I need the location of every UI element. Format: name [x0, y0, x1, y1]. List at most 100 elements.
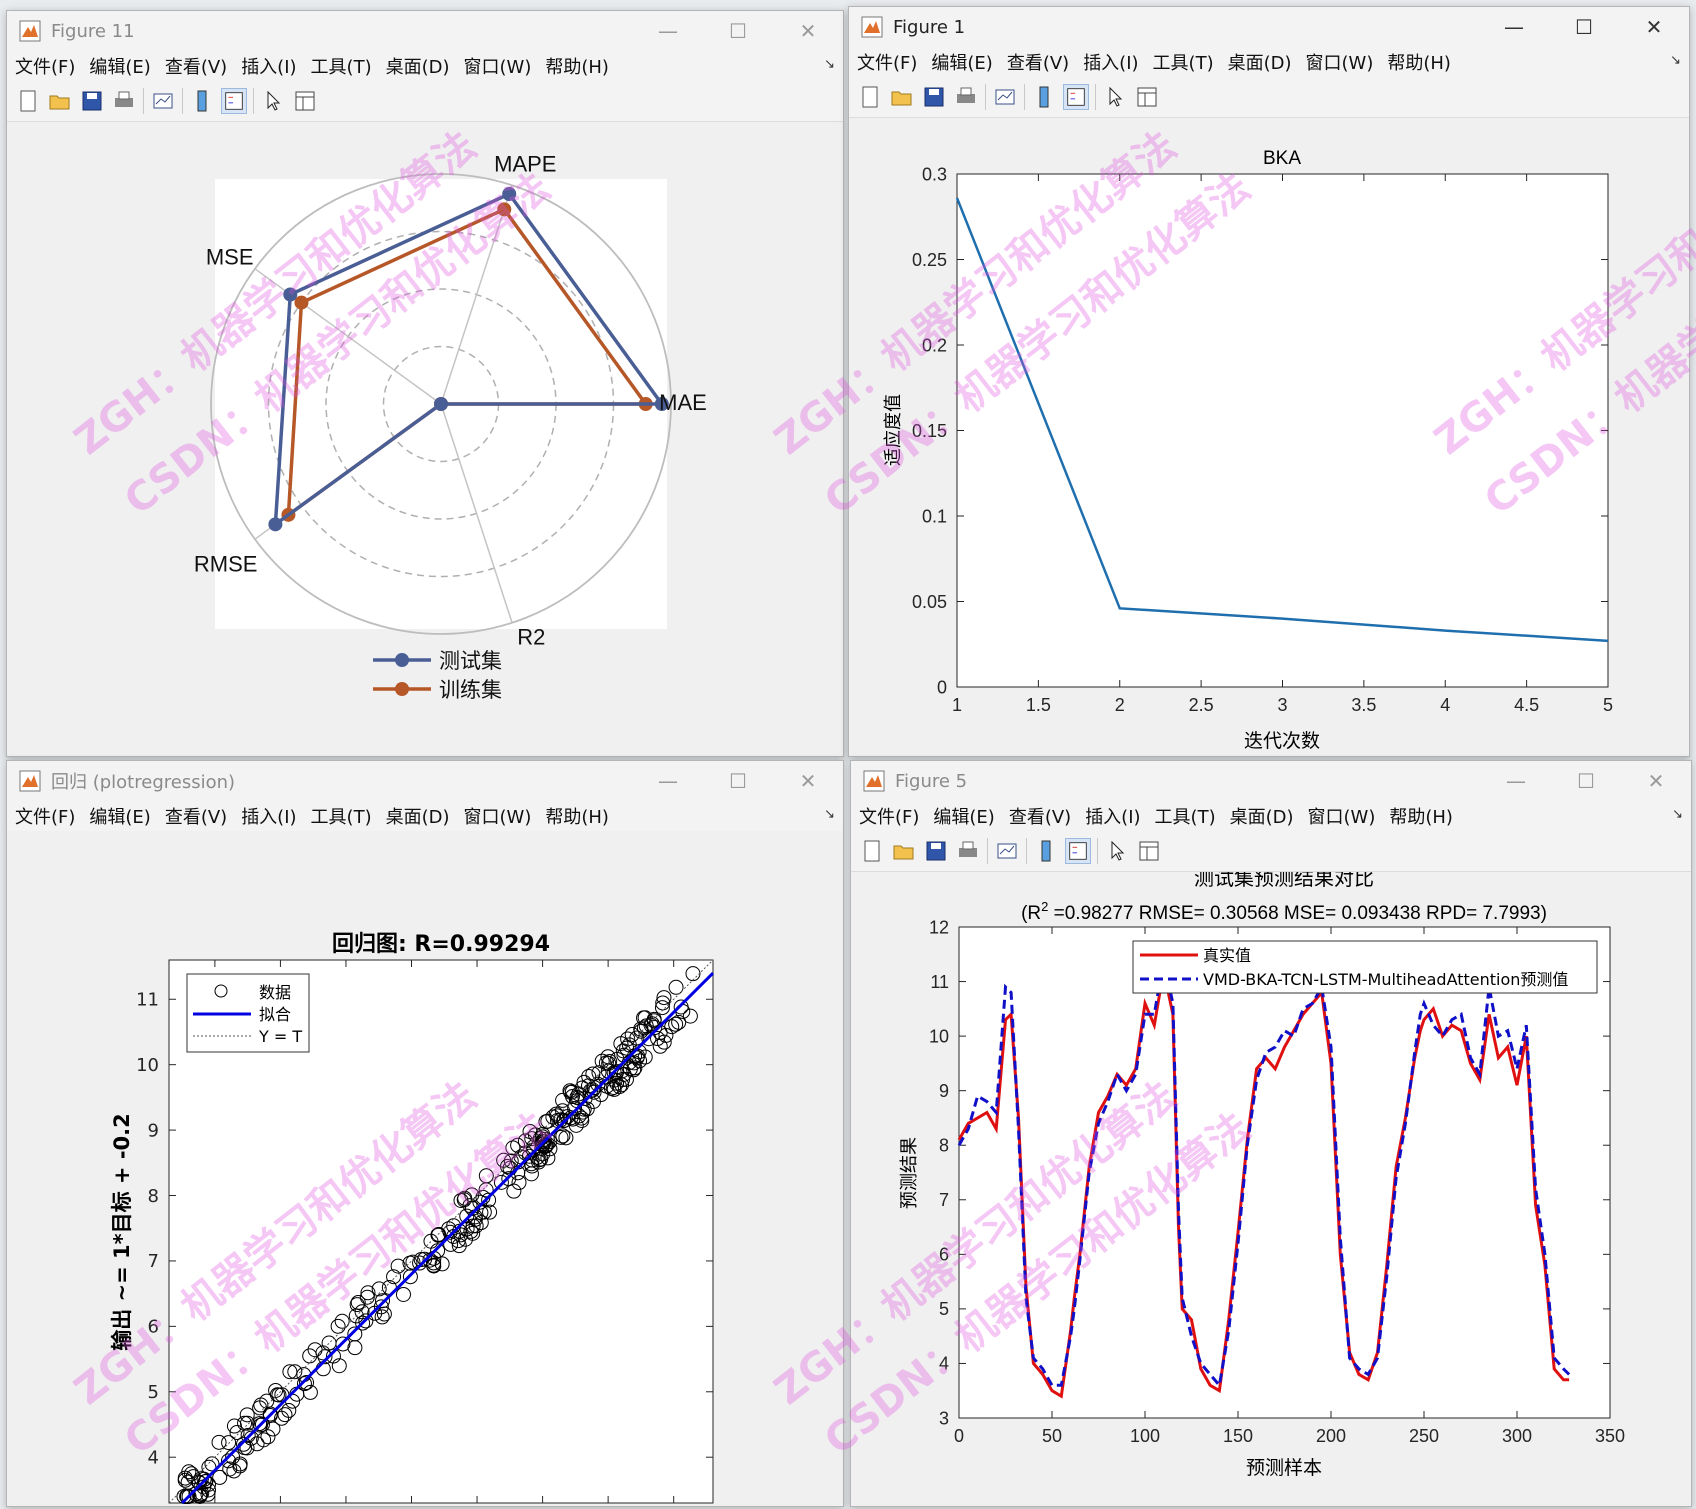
menu-help[interactable]: 帮助(H) — [1387, 53, 1451, 74]
menu-tools[interactable]: 工具(T) — [1152, 53, 1214, 74]
menu-tools[interactable]: 工具(T) — [310, 807, 372, 828]
new-file-icon[interactable] — [857, 84, 883, 110]
minimize-button[interactable]: — — [1506, 769, 1526, 793]
data-point — [176, 1488, 192, 1504]
menu-desktop[interactable]: 桌面(D) — [1229, 807, 1294, 828]
legend: 数据 拟合 Y = T — [186, 973, 310, 1053]
print-icon[interactable] — [955, 838, 981, 864]
menu-desktop[interactable]: 桌面(D) — [1227, 53, 1292, 74]
menu-window[interactable]: 窗口(W) — [1307, 807, 1376, 828]
new-file-icon[interactable] — [859, 838, 885, 864]
close-button[interactable]: ✕ — [799, 19, 817, 43]
title-bar[interactable]: 回归 (plotregression) — ☐ ✕ — [7, 761, 843, 801]
data-point — [567, 1100, 583, 1116]
menu-tools[interactable]: 工具(T) — [1154, 807, 1216, 828]
dock-icon[interactable]: ↘ — [824, 807, 835, 822]
menu-file[interactable]: 文件(F) — [15, 807, 76, 828]
menu-window[interactable]: 窗口(W) — [463, 57, 532, 78]
legend-icon[interactable] — [221, 88, 247, 114]
print-icon[interactable] — [953, 84, 979, 110]
property-inspector-icon[interactable] — [292, 88, 318, 114]
menu-file[interactable]: 文件(F) — [15, 57, 76, 78]
open-folder-icon[interactable] — [47, 88, 73, 114]
menu-edit[interactable]: 编辑(E) — [89, 57, 151, 78]
maximize-button[interactable]: ☐ — [729, 19, 747, 43]
identity-line — [168, 959, 714, 1504]
menu-view[interactable]: 查看(V) — [164, 57, 228, 78]
title-bar[interactable]: Figure 5 — ☐ ✕ — [851, 761, 1691, 801]
link-plot-icon[interactable] — [994, 838, 1020, 864]
legend-icon[interactable] — [1065, 838, 1091, 864]
menu-insert[interactable]: 插入(I) — [241, 807, 297, 828]
figure-5-window[interactable]: Figure 5 — ☐ ✕ 文件(F) 编辑(E) 查看(V) 插入(I) 工… — [850, 760, 1692, 1507]
colorbar-icon[interactable] — [189, 88, 215, 114]
data-point — [376, 1306, 392, 1322]
dock-icon[interactable]: ↘ — [824, 57, 835, 72]
pointer-icon[interactable] — [1102, 84, 1128, 110]
menu-desktop[interactable]: 桌面(D) — [385, 807, 450, 828]
property-inspector-icon[interactable] — [1136, 838, 1162, 864]
colorbar-icon[interactable] — [1033, 838, 1059, 864]
menu-view[interactable]: 查看(V) — [1008, 807, 1072, 828]
link-plot-icon[interactable] — [150, 88, 176, 114]
x-tick-label: 2.5 — [1189, 695, 1214, 715]
maximize-button[interactable]: ☐ — [729, 769, 747, 793]
menu-desktop[interactable]: 桌面(D) — [385, 57, 450, 78]
y-tick-label: 0.25 — [912, 250, 947, 270]
title-bar[interactable]: Figure 1 — ☐ ✕ — [849, 7, 1689, 47]
menu-edit[interactable]: 编辑(E) — [931, 53, 993, 74]
open-folder-icon[interactable] — [889, 84, 915, 110]
radar-axis-label: MAPE — [494, 151, 556, 176]
menu-help[interactable]: 帮助(H) — [1389, 807, 1453, 828]
y-tick-label: 5 — [148, 1382, 159, 1403]
save-icon[interactable] — [79, 88, 105, 114]
minimize-button[interactable]: — — [658, 19, 678, 43]
minimize-button[interactable]: — — [658, 769, 678, 793]
data-point — [606, 1079, 622, 1095]
menu-edit[interactable]: 编辑(E) — [933, 807, 995, 828]
save-icon[interactable] — [921, 84, 947, 110]
menu-insert[interactable]: 插入(I) — [241, 57, 297, 78]
menu-help[interactable]: 帮助(H) — [545, 57, 609, 78]
menu-edit[interactable]: 编辑(E) — [89, 807, 151, 828]
data-point — [317, 1349, 333, 1365]
menu-file[interactable]: 文件(F) — [857, 53, 918, 74]
close-button[interactable]: ✕ — [1647, 769, 1665, 793]
legend-marker — [395, 653, 409, 667]
maximize-button[interactable]: ☐ — [1575, 15, 1593, 39]
figure-canvas: BKA 迭代次数 适应度值 1 1.5 2 2.5 3 3.5 4 4.5 5 0 0.05 0.1 0… — [849, 118, 1689, 756]
legend-icon[interactable] — [1063, 84, 1089, 110]
menu-window[interactable]: 窗口(W) — [1305, 53, 1374, 74]
link-plot-icon[interactable] — [992, 84, 1018, 110]
menu-help[interactable]: 帮助(H) — [545, 807, 609, 828]
menu-file[interactable]: 文件(F) — [859, 807, 920, 828]
colorbar-icon[interactable] — [1031, 84, 1057, 110]
x-axis-label: 迭代次数 — [1244, 730, 1320, 752]
new-file-icon[interactable] — [15, 88, 41, 114]
save-icon[interactable] — [923, 838, 949, 864]
x-tick-label: 5 — [1603, 695, 1613, 715]
menu-window[interactable]: 窗口(W) — [463, 807, 532, 828]
x-tick-label: 100 — [1130, 1426, 1160, 1446]
menu-insert[interactable]: 插入(I) — [1085, 807, 1141, 828]
data-point — [570, 1090, 586, 1106]
figure-11-window[interactable]: Figure 11 — ☐ ✕ 文件(F) 编辑(E) 查看(V) 插入(I) … — [6, 10, 844, 757]
close-button[interactable]: ✕ — [1645, 15, 1663, 39]
property-inspector-icon[interactable] — [1134, 84, 1160, 110]
regression-window[interactable]: 回归 (plotregression) — ☐ ✕ 文件(F) 编辑(E) 查看… — [6, 760, 844, 1507]
dock-icon[interactable]: ↘ — [1670, 53, 1681, 68]
dock-icon[interactable]: ↘ — [1672, 807, 1683, 822]
print-icon[interactable] — [111, 88, 137, 114]
title-bar[interactable]: Figure 11 — ☐ ✕ — [7, 11, 843, 51]
open-folder-icon[interactable] — [891, 838, 917, 864]
pointer-icon[interactable] — [1104, 838, 1130, 864]
figure-1-window[interactable]: Figure 1 — ☐ ✕ 文件(F) 编辑(E) 查看(V) 插入(I) 工… — [848, 6, 1690, 757]
minimize-button[interactable]: — — [1504, 15, 1524, 39]
pointer-icon[interactable] — [260, 88, 286, 114]
menu-view[interactable]: 查看(V) — [164, 807, 228, 828]
menu-tools[interactable]: 工具(T) — [310, 57, 372, 78]
maximize-button[interactable]: ☐ — [1577, 769, 1595, 793]
menu-view[interactable]: 查看(V) — [1006, 53, 1070, 74]
close-button[interactable]: ✕ — [799, 769, 817, 793]
menu-insert[interactable]: 插入(I) — [1083, 53, 1139, 74]
